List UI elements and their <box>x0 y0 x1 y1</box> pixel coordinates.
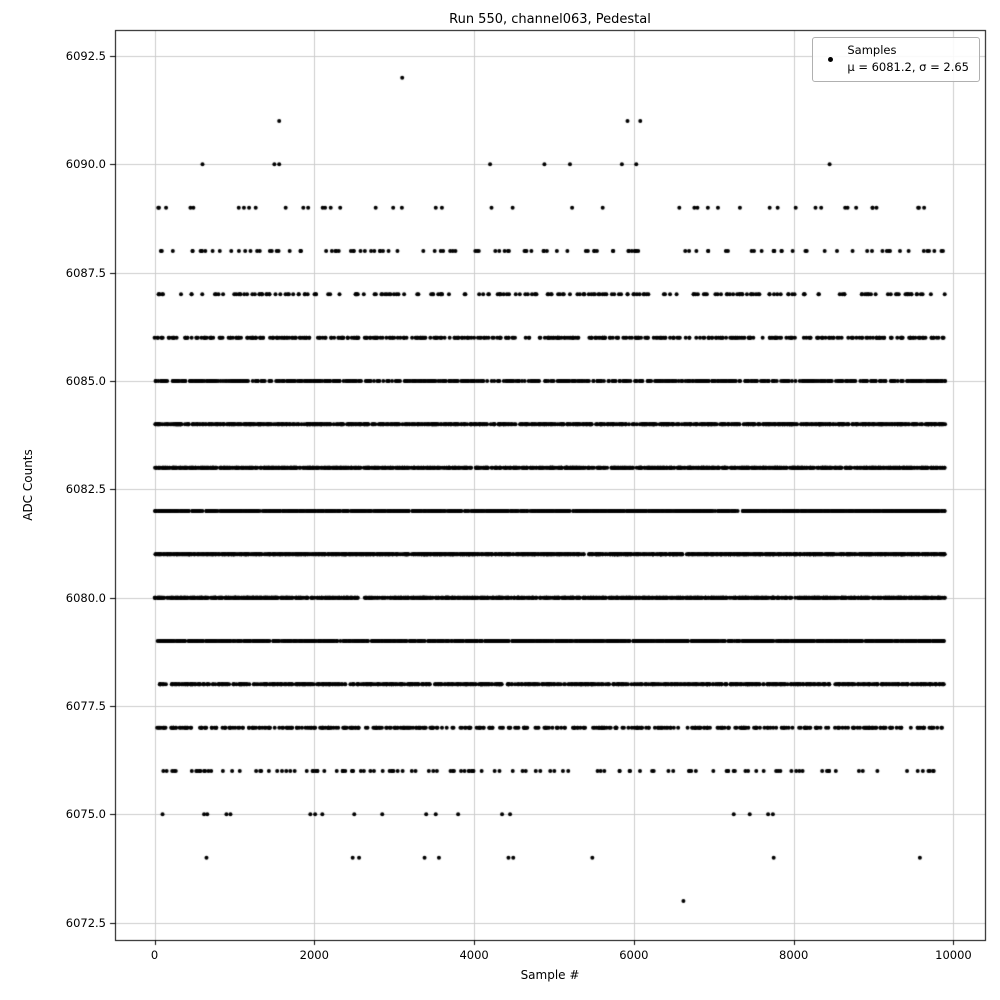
x-axis-label: Sample # <box>520 968 580 982</box>
y-tick-label: 6087.5 <box>65 265 106 280</box>
y-tick-label: 6085.0 <box>65 374 106 388</box>
y-tick-label: 6082.5 <box>65 482 106 497</box>
x-tick-label: 0 <box>150 948 159 962</box>
legend-text-column: Samples μ = 6081.2, σ = 2.65 <box>847 43 969 75</box>
y-tick-label: 6075.0 <box>65 807 106 822</box>
y-tick-label: 6072.5 <box>65 915 106 930</box>
legend-label-stats: μ = 6081.2, σ = 2.65 <box>847 59 969 74</box>
y-tick-label: 6090.0 <box>65 157 106 172</box>
x-tick-label: 4000 <box>459 948 489 962</box>
legend-label-samples: Samples <box>847 43 897 57</box>
chart-title: Run 550, channel063, Pedestal <box>449 12 651 27</box>
x-tick-label: 8000 <box>779 948 809 962</box>
y-tick-label: 6092.5 <box>65 49 106 63</box>
y-tick-label: 6080.0 <box>65 590 106 605</box>
legend: Samples μ = 6081.2, σ = 2.65 <box>812 37 980 82</box>
legend-marker-column <box>821 56 839 62</box>
legend-marker-dot-icon <box>827 56 833 62</box>
y-axis-label: ADC Counts <box>21 449 35 521</box>
x-tick-label: 2000 <box>299 948 329 962</box>
x-tick-label: 6000 <box>619 948 649 962</box>
x-tick-label: 10000 <box>935 948 972 962</box>
y-tick-label: 6077.5 <box>65 699 106 713</box>
